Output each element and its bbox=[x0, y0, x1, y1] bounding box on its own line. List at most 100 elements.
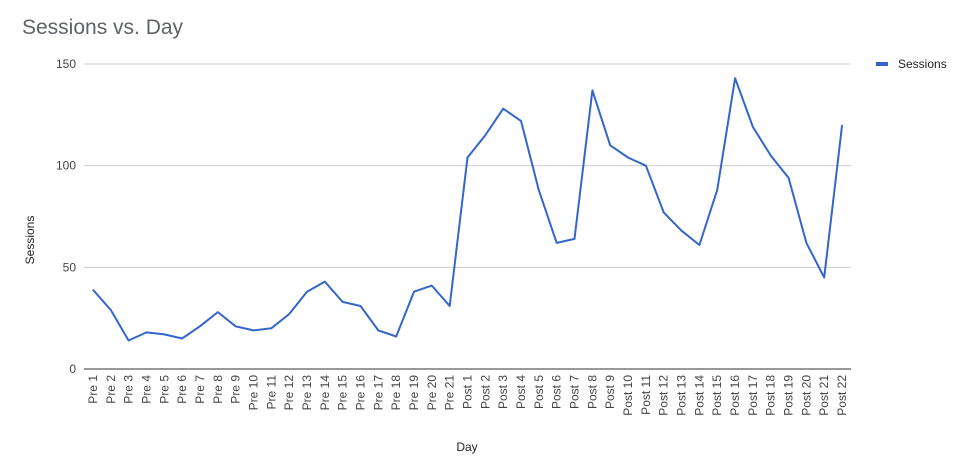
data-point bbox=[697, 243, 701, 247]
data-point bbox=[573, 237, 577, 241]
x-tick-label: Post 12 bbox=[657, 375, 671, 416]
x-tick-label: Post 20 bbox=[799, 375, 813, 416]
data-point bbox=[216, 310, 220, 314]
data-point bbox=[91, 288, 95, 292]
data-point bbox=[680, 229, 684, 233]
data-point bbox=[287, 312, 291, 316]
x-tick-label: Pre 10 bbox=[246, 375, 260, 411]
x-tick-label: Pre 17 bbox=[371, 375, 385, 411]
x-tick-label: Pre 12 bbox=[282, 375, 296, 411]
data-point bbox=[715, 188, 719, 192]
data-point bbox=[840, 123, 844, 127]
data-point bbox=[412, 290, 416, 294]
data-point bbox=[341, 300, 345, 304]
data-point bbox=[733, 76, 737, 80]
y-axis-ticks: 0 50 100 150 bbox=[56, 57, 76, 376]
x-tick-label: Post 21 bbox=[817, 375, 831, 416]
x-tick-label: Post 22 bbox=[835, 375, 849, 416]
data-point bbox=[822, 276, 826, 280]
data-point bbox=[234, 324, 238, 328]
data-point bbox=[269, 326, 273, 330]
x-tick-label: Post 3 bbox=[496, 375, 510, 409]
x-tick-label: Post 4 bbox=[514, 375, 528, 409]
x-tick-label: Pre 2 bbox=[104, 375, 118, 404]
x-tick-label: Pre 3 bbox=[122, 375, 136, 404]
y-tick-label: 0 bbox=[69, 362, 76, 376]
x-tick-label: Post 17 bbox=[746, 375, 760, 416]
data-point bbox=[608, 143, 612, 147]
x-tick-label: Post 18 bbox=[764, 375, 778, 416]
series-line-sessions bbox=[92, 77, 844, 342]
data-point bbox=[162, 332, 166, 336]
x-tick-label: Pre 8 bbox=[211, 375, 225, 404]
x-tick-label: Post 10 bbox=[621, 375, 635, 416]
data-point bbox=[555, 241, 559, 245]
data-point bbox=[180, 337, 184, 341]
data-point bbox=[358, 304, 362, 308]
x-tick-label: Post 8 bbox=[585, 375, 599, 409]
x-tick-label: Post 19 bbox=[782, 375, 796, 416]
data-point bbox=[394, 334, 398, 338]
x-tick-label: Post 5 bbox=[532, 375, 546, 409]
x-tick-label: Pre 19 bbox=[407, 375, 421, 411]
x-tick-label: Post 13 bbox=[675, 375, 689, 416]
x-tick-label: Pre 9 bbox=[229, 375, 243, 404]
data-point bbox=[590, 88, 594, 92]
data-point bbox=[305, 290, 309, 294]
legend: Sessions bbox=[876, 57, 947, 71]
data-point bbox=[323, 280, 327, 284]
x-tick-label: Pre 21 bbox=[443, 375, 457, 411]
legend-swatch-sessions bbox=[876, 62, 888, 66]
x-tick-label: Pre 1 bbox=[86, 375, 100, 404]
x-tick-label: Post 16 bbox=[728, 375, 742, 416]
data-point bbox=[448, 304, 452, 308]
chart-title: Sessions vs. Day bbox=[22, 16, 184, 39]
data-point bbox=[430, 284, 434, 288]
y-tick-label: 100 bbox=[56, 159, 76, 173]
data-point bbox=[787, 176, 791, 180]
data-point bbox=[501, 107, 505, 111]
data-point bbox=[769, 154, 773, 158]
y-tick-label: 50 bbox=[63, 260, 77, 274]
x-tick-label: Pre 13 bbox=[300, 375, 314, 411]
x-tick-label: Post 11 bbox=[639, 375, 653, 415]
x-tick-label: Pre 5 bbox=[157, 375, 171, 404]
data-point bbox=[537, 188, 541, 192]
x-tick-label: Post 14 bbox=[692, 375, 706, 416]
data-point bbox=[144, 330, 148, 334]
x-tick-label: Post 6 bbox=[550, 375, 564, 409]
data-point bbox=[109, 308, 113, 312]
x-tick-label: Post 1 bbox=[461, 375, 475, 409]
x-tick-label: Pre 4 bbox=[139, 375, 153, 404]
x-tick-label: Post 9 bbox=[603, 375, 617, 409]
data-point bbox=[626, 156, 630, 160]
grid-lines bbox=[84, 63, 851, 370]
x-tick-label: Post 15 bbox=[710, 375, 724, 416]
x-tick-label: Pre 16 bbox=[353, 375, 367, 411]
x-tick-label: Pre 15 bbox=[336, 375, 350, 411]
series-points bbox=[91, 76, 844, 342]
data-point bbox=[466, 156, 470, 160]
data-point bbox=[644, 164, 648, 168]
y-tick-label: 150 bbox=[56, 57, 76, 71]
x-tick-label: Pre 6 bbox=[175, 375, 189, 404]
legend-label-sessions: Sessions bbox=[898, 57, 947, 71]
x-axis-label: Day bbox=[456, 440, 477, 454]
data-point bbox=[198, 324, 202, 328]
y-axis-label: Sessions bbox=[23, 216, 37, 265]
data-point bbox=[483, 133, 487, 137]
data-point bbox=[662, 210, 666, 214]
x-tick-label: Pre 20 bbox=[425, 375, 439, 411]
x-tick-label: Post 7 bbox=[568, 375, 582, 409]
x-tick-label: Pre 7 bbox=[193, 375, 207, 404]
data-point bbox=[376, 328, 380, 332]
data-point bbox=[804, 241, 808, 245]
data-point bbox=[519, 119, 523, 123]
x-tick-label: Pre 14 bbox=[318, 375, 332, 411]
data-point bbox=[127, 339, 131, 343]
x-tick-label: Pre 11 bbox=[264, 375, 278, 410]
data-point bbox=[251, 328, 255, 332]
x-tick-label: Post 2 bbox=[478, 375, 492, 409]
x-tick-label: Pre 18 bbox=[389, 375, 403, 411]
